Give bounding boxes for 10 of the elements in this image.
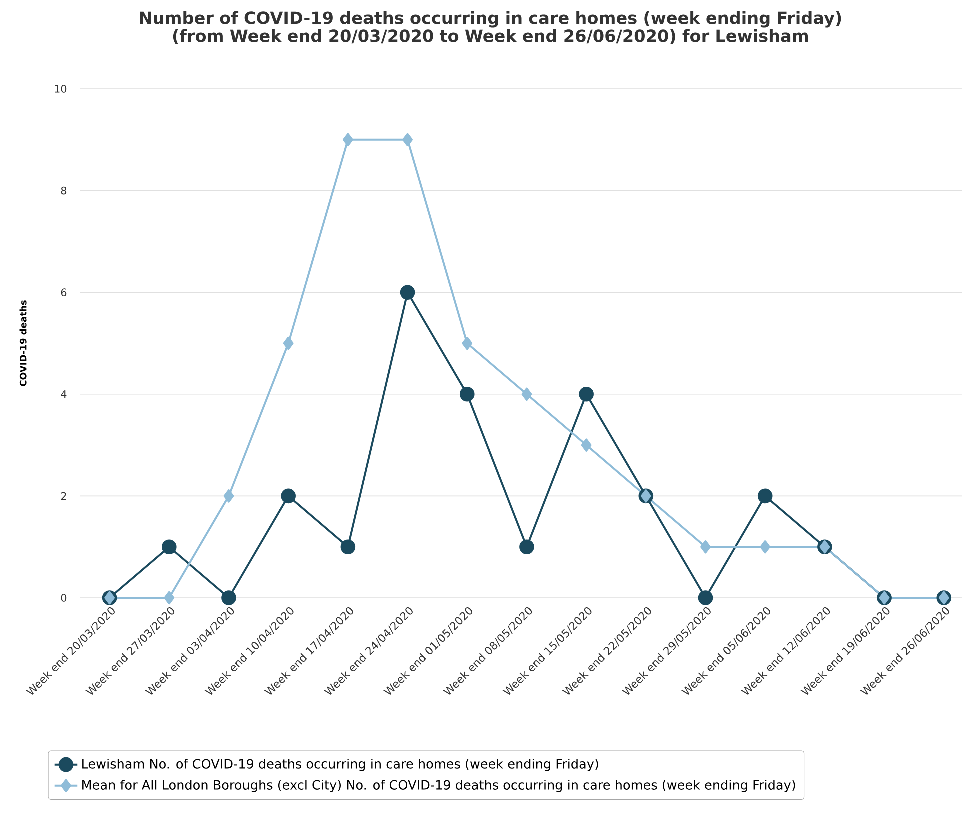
y-tick-label: 0 <box>61 594 67 602</box>
y-tick-label: 4 <box>61 390 67 398</box>
y-tick-label: 8 <box>61 186 67 195</box>
y-tick-label: 10 <box>55 85 67 93</box>
y-tick-label: 6 <box>61 288 67 297</box>
legend-label: Mean for All London Boroughs (excl City) No. of COVID-19 deaths occurring in care homes (week ending Friday) <box>82 780 796 792</box>
legend-label: Lewisham No. of COVID-19 deaths occurring in care homes (week ending Friday) <box>82 758 598 772</box>
y-tick-label: 2 <box>61 492 66 500</box>
chart-title: Number of COVID-19 deaths occurring in care homes (week ending Friday) (from Week end 20/03/2020 to Week end 26/06/2020) for Lewisham <box>140 11 842 44</box>
y-axis-title: COVID-19 deaths <box>20 300 27 386</box>
